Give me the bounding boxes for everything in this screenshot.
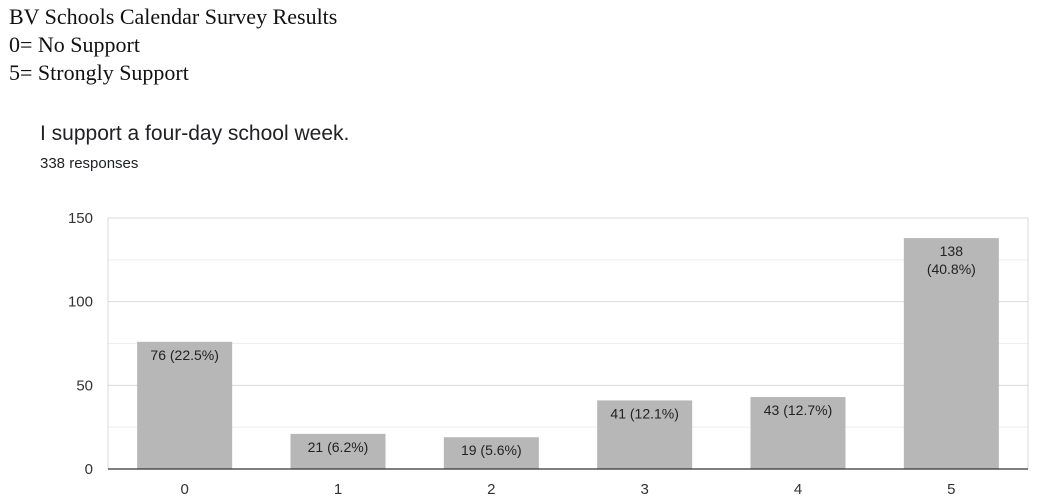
y-tick-label: 50 xyxy=(76,377,93,394)
bar-5 xyxy=(903,238,999,469)
x-tick-label: 0 xyxy=(180,481,188,498)
bar-data-label: 43 (12.7%) xyxy=(764,402,832,418)
x-tick-label: 5 xyxy=(947,481,955,498)
scale-max-legend: 5= Strongly Support xyxy=(9,60,189,85)
document-header: BV Schools Calendar Survey Results 0= No… xyxy=(9,3,337,87)
bar-data-label: 138 (40.8%) xyxy=(927,243,976,277)
y-tick-label: 0 xyxy=(85,461,93,478)
bar-3 xyxy=(597,400,693,469)
response-count: 338 responses xyxy=(40,155,139,172)
bar-2 xyxy=(443,437,539,469)
x-tick-label: 4 xyxy=(794,481,802,498)
bar-4 xyxy=(750,397,846,469)
y-tick-label: 100 xyxy=(68,294,93,311)
y-tick-label: 150 xyxy=(68,210,93,227)
bar-data-label: 41 (12.1%) xyxy=(610,405,678,421)
bar-data-label: 21 (6.2%) xyxy=(308,439,369,455)
chart-title: I support a four-day school week. xyxy=(40,122,350,145)
x-tick-label: 2 xyxy=(487,481,495,498)
x-tick-label: 3 xyxy=(640,481,648,498)
scale-min-legend: 0= No Support xyxy=(9,32,140,57)
bar-1 xyxy=(290,433,386,469)
bar-0 xyxy=(137,341,233,469)
bar-data-label: 76 (22.5%) xyxy=(150,347,218,363)
bar-data-label: 19 (5.6%) xyxy=(461,442,522,458)
survey-title: BV Schools Calendar Survey Results xyxy=(9,4,338,29)
x-tick-label: 1 xyxy=(334,481,342,498)
